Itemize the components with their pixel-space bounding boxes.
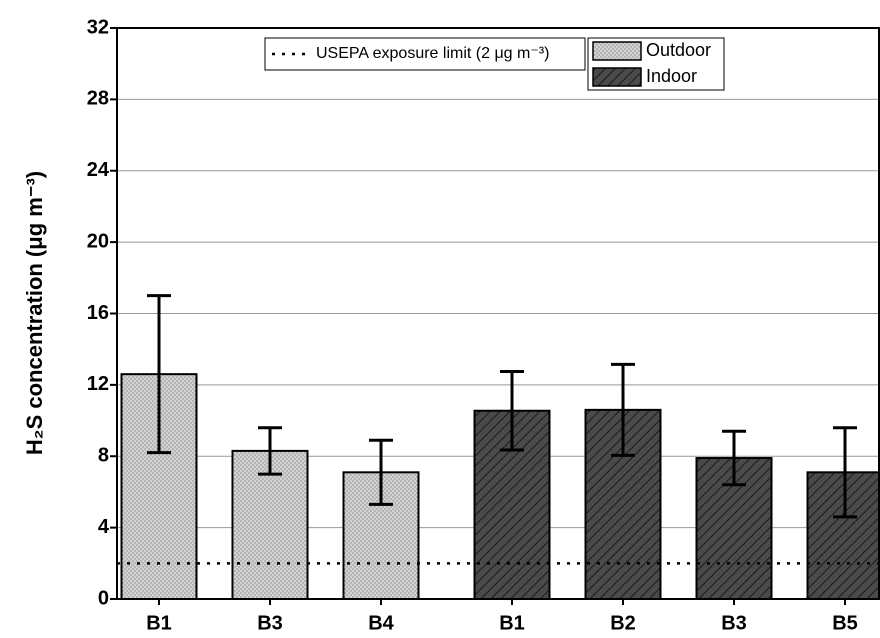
legend-swatch (592, 41, 642, 61)
legend-swatch (592, 67, 642, 87)
y-axis-label: H₂S concentration (μg m⁻³) (22, 171, 47, 455)
y-tick-label: 0 (98, 587, 109, 609)
y-tick-label: 12 (87, 373, 109, 395)
x-tick-label: B2 (610, 612, 636, 634)
legend-box (264, 37, 586, 71)
x-tick-label: B3 (721, 612, 747, 634)
legend-label: Outdoor (646, 40, 711, 60)
y-tick-label: 16 (87, 302, 109, 324)
x-tick-label: B4 (368, 612, 394, 634)
legend-label: Indoor (646, 66, 697, 86)
x-tick-label: B1 (499, 612, 525, 634)
y-tick-label: 8 (98, 445, 109, 467)
y-tick-label: 28 (87, 88, 109, 110)
x-tick-label: B1 (146, 612, 172, 634)
legend-label: USEPA exposure limit (2 μg m⁻³) (316, 45, 549, 62)
x-tick-label: B3 (257, 612, 283, 634)
plot-frame (116, 27, 880, 600)
y-tick-label: 4 (98, 516, 110, 538)
y-tick-label: 32 (87, 16, 109, 38)
y-tick-label: 24 (87, 159, 110, 181)
x-tick-label: B5 (832, 612, 858, 634)
y-tick-label: 20 (87, 230, 109, 252)
